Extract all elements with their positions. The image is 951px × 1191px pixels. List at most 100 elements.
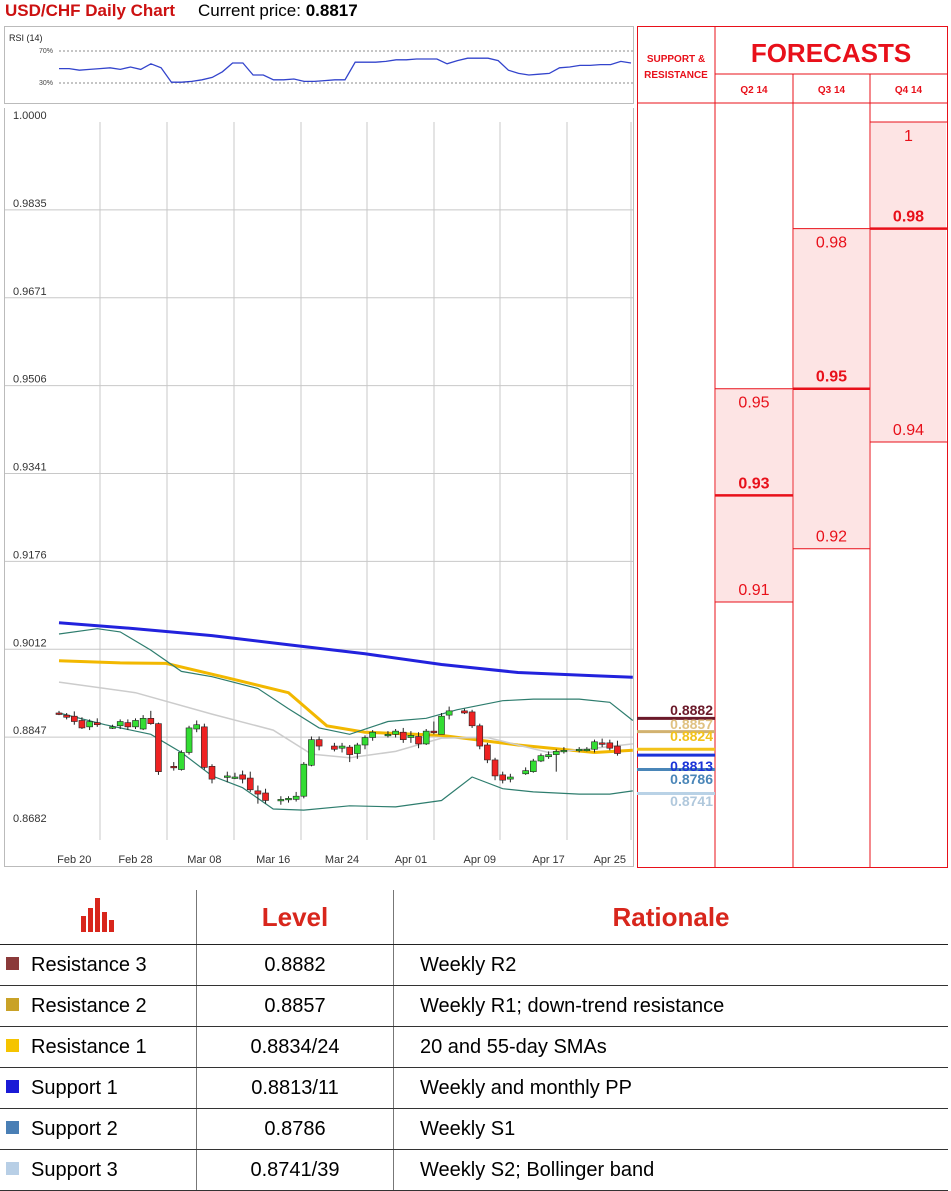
forecast-chart: SUPPORT & RESISTANCE FORECASTS 0.88820.8857… <box>637 26 948 868</box>
candle-body <box>139 718 147 730</box>
candle-body <box>476 725 484 747</box>
candle-body <box>583 748 591 752</box>
candle-body <box>109 726 116 729</box>
indicator-line <box>58 621 633 679</box>
candle-body <box>86 721 93 728</box>
candle-body <box>575 748 583 752</box>
candle-body <box>254 790 262 795</box>
candle-body <box>529 760 537 772</box>
level-row: Support 3 0.8741/39 Weekly S2; Bollinger b… <box>0 1149 948 1191</box>
candle-body <box>438 715 445 735</box>
sr-level-label: 0.8813 <box>670 758 713 774</box>
level-row: Resistance 1 0.8834/24 20 and 55-day SMAs <box>0 1026 948 1068</box>
level-row: Resistance 2 0.8857 Weekly R1; down-trend … <box>0 985 948 1027</box>
x-tick-label: Feb 28 <box>118 854 152 866</box>
level-rationale: Weekly R1; down-trend resistance <box>393 985 948 1027</box>
y-tick-label: 0.9671 <box>13 286 47 298</box>
candle-body <box>468 711 476 727</box>
rsi-70-label: 70% <box>39 48 53 55</box>
quarter-label: Q3 14 <box>818 85 846 96</box>
y-tick-label: 0.9835 <box>13 198 47 210</box>
level-rationale: Weekly S1 <box>393 1108 948 1150</box>
candle-body <box>491 759 499 777</box>
forecast-mid-label: 0.98 <box>893 209 924 226</box>
x-tick-label: Mar 16 <box>256 854 290 866</box>
forecast-mid-label: 0.93 <box>738 475 769 492</box>
candle-body <box>55 712 63 715</box>
level-name: Support 1 <box>31 1076 118 1099</box>
level-name-cell: Support 3 <box>0 1149 197 1191</box>
indicator-line <box>58 659 633 755</box>
candle-body <box>285 798 292 801</box>
x-tick-label: Mar 08 <box>187 854 221 866</box>
candle-body <box>239 774 246 780</box>
candle-body <box>124 722 132 728</box>
candle-body <box>315 739 323 747</box>
candle-body <box>178 752 185 770</box>
candle-body <box>354 744 361 754</box>
candle-body <box>338 745 346 749</box>
candle-body <box>246 777 254 791</box>
candle-body <box>201 726 208 768</box>
level-name: Support 2 <box>31 1117 118 1140</box>
level-name-cell: Resistance 1 <box>0 1026 197 1068</box>
level-swatch <box>6 997 19 1011</box>
forecast-panel: SUPPORT & RESISTANCE FORECASTS 0.8882 0.8857… <box>637 26 948 868</box>
sr-header-line1: SUPPORT & <box>647 54 705 65</box>
rsi-line <box>59 57 632 83</box>
candle-body <box>277 799 285 802</box>
rsi-panel: RSI (14) 70% 30% <box>4 26 634 104</box>
x-tick-label: Apr 01 <box>395 854 427 866</box>
candle-body <box>292 795 300 800</box>
quarter-label: Q4 14 <box>895 85 923 96</box>
sr-level-label: 0.8882 <box>670 702 713 718</box>
forecast-high-label: 0.95 <box>738 395 769 412</box>
candle-body <box>208 766 216 780</box>
x-tick-label: Mar 24 <box>325 854 359 866</box>
candle-body <box>224 775 231 778</box>
level-value: 0.8813/11 <box>196 1067 394 1109</box>
rsi-chart: RSI (14) 70% 30% <box>9 33 633 87</box>
levels-table: Level Rationale Resistance 3 0.8882 Weekly… <box>0 890 951 1191</box>
level-rationale: Weekly R2 <box>393 944 948 986</box>
x-tick-label: Apr 25 <box>594 854 626 866</box>
forecast-low-label: 0.94 <box>893 422 924 439</box>
candle-body <box>399 731 407 740</box>
candle-body <box>422 730 430 745</box>
candle-body <box>461 710 468 714</box>
x-tick-label: Apr 09 <box>464 854 496 866</box>
y-tick-label: 0.9012 <box>13 637 47 649</box>
current-price-value: 0.8817 <box>305 1 358 20</box>
candle-body <box>147 718 155 724</box>
candle-body <box>116 721 124 727</box>
rsi-label: RSI (14) <box>9 33 43 43</box>
indicator-line <box>58 712 633 811</box>
candle-body <box>185 727 193 753</box>
candle-body <box>552 751 560 755</box>
level-name: Support 3 <box>31 1158 118 1181</box>
candle-body <box>78 720 86 729</box>
candle-body <box>93 722 101 726</box>
level-rationale: Weekly S2; Bollinger band <box>393 1149 948 1191</box>
sr-level-label: 0.8857 <box>670 716 713 732</box>
y-tick-label: 0.9506 <box>13 374 47 386</box>
sr-level-label: 0.8824 <box>670 728 713 744</box>
candle-body <box>231 776 239 779</box>
candle-body <box>445 710 453 716</box>
level-name-cell: Resistance 2 <box>0 985 197 1027</box>
candle-body <box>308 739 315 766</box>
rationale-header: Rationale <box>393 890 948 945</box>
candle-body <box>361 737 369 746</box>
level-rationale: 20 and 55-day SMAs <box>393 1026 948 1068</box>
level-value: 0.8786 <box>196 1108 394 1150</box>
level-value: 0.8741/39 <box>196 1149 394 1191</box>
y-tick-label: 0.9176 <box>13 549 47 561</box>
x-tick-label: Feb 20 <box>57 854 91 866</box>
level-swatch <box>6 1120 19 1134</box>
candle-body <box>430 730 438 733</box>
chart-title: USD/CHF Daily Chart <box>5 1 176 20</box>
candle-body <box>598 742 606 745</box>
level-row: Resistance 3 0.8882 Weekly R2 <box>0 944 948 986</box>
sr-header-line2: RESISTANCE <box>644 70 708 81</box>
level-swatch <box>6 1038 19 1052</box>
